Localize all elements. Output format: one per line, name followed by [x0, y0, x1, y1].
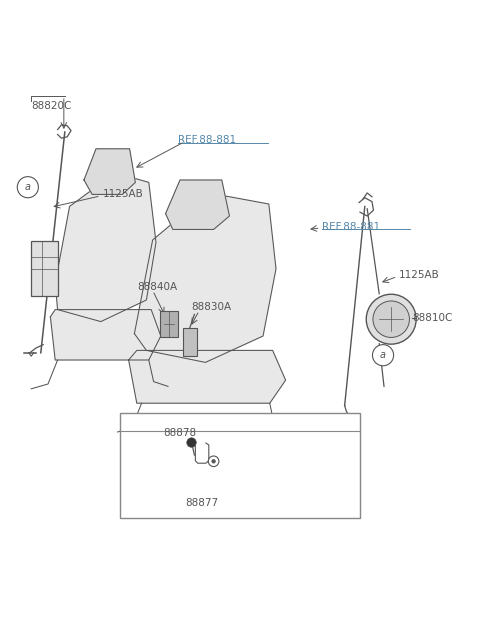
Text: a: a [135, 417, 141, 427]
Bar [120, 413, 360, 519]
Circle shape [187, 438, 196, 447]
Text: 88877: 88877 [185, 498, 218, 508]
Bar [31, 241, 58, 296]
Circle shape [212, 459, 216, 463]
Circle shape [366, 295, 416, 344]
Text: 88830A: 88830A [191, 302, 231, 312]
Text: 1125AB: 1125AB [398, 270, 439, 280]
Polygon shape [84, 149, 135, 195]
Circle shape [373, 301, 409, 338]
Bar [183, 328, 197, 356]
Circle shape [17, 177, 38, 198]
Bar [160, 311, 178, 338]
Circle shape [130, 414, 146, 430]
Polygon shape [134, 193, 276, 363]
Text: REF.88-881: REF.88-881 [322, 222, 380, 232]
Polygon shape [50, 310, 161, 360]
Text: a: a [25, 182, 31, 192]
Text: 88840A: 88840A [137, 282, 177, 292]
Text: 88820C: 88820C [31, 100, 72, 110]
Text: REF.88-881: REF.88-881 [178, 135, 236, 145]
Text: 1125AB: 1125AB [103, 190, 144, 200]
Polygon shape [55, 173, 156, 321]
Circle shape [208, 456, 219, 467]
Text: 88810C: 88810C [412, 313, 452, 323]
Text: 88878: 88878 [163, 428, 196, 438]
Polygon shape [166, 180, 229, 230]
Text: a: a [380, 350, 386, 360]
Polygon shape [129, 351, 286, 403]
Circle shape [372, 344, 394, 366]
